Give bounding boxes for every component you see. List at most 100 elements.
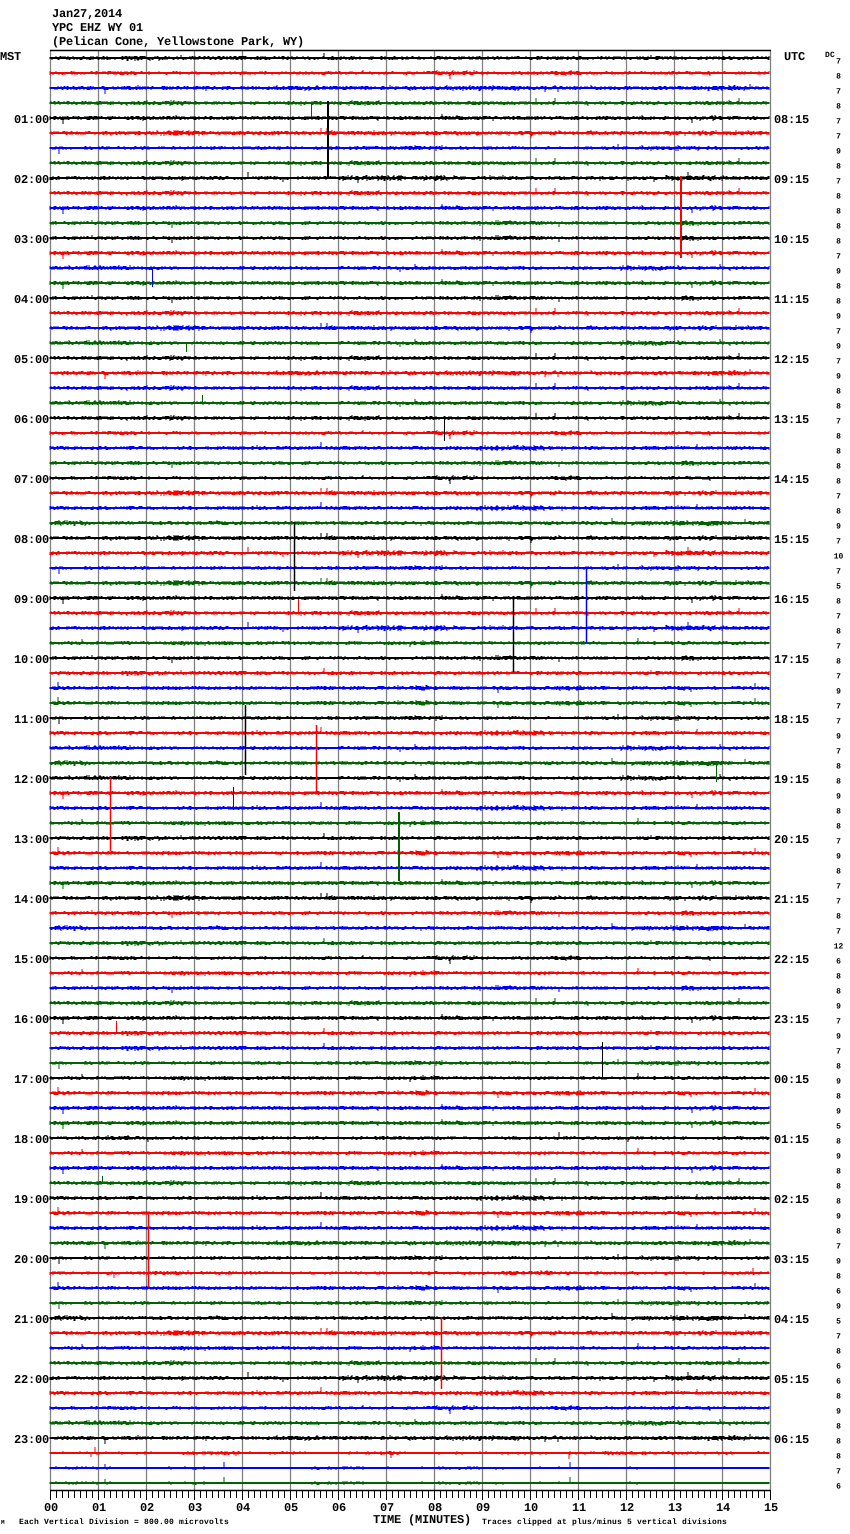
svg-text:12: 12: [834, 943, 844, 952]
svg-text:00: 00: [44, 1501, 58, 1515]
svg-text:6: 6: [836, 1288, 841, 1297]
svg-text:9: 9: [836, 1153, 841, 1162]
svg-text:5: 5: [836, 1318, 841, 1327]
svg-text:7: 7: [836, 673, 841, 682]
svg-text:8: 8: [836, 628, 841, 637]
svg-text:9: 9: [836, 1003, 841, 1012]
svg-text:8: 8: [836, 223, 841, 232]
svg-text:7: 7: [836, 1018, 841, 1027]
svg-text:8: 8: [836, 103, 841, 112]
svg-text:21:00: 21:00: [14, 1313, 49, 1327]
svg-text:8: 8: [836, 403, 841, 412]
svg-text:13: 13: [668, 1501, 682, 1515]
svg-text:8: 8: [836, 913, 841, 922]
svg-text:03: 03: [188, 1501, 202, 1515]
svg-text:15:00: 15:00: [14, 953, 49, 967]
svg-text:TIME (MINUTES): TIME (MINUTES): [373, 1513, 471, 1527]
svg-text:7: 7: [836, 358, 841, 367]
svg-text:06:00: 06:00: [14, 413, 49, 427]
svg-text:8: 8: [836, 1423, 841, 1432]
svg-text:7: 7: [836, 883, 841, 892]
svg-text:8: 8: [836, 163, 841, 172]
svg-text:8: 8: [836, 1183, 841, 1192]
svg-text:Jan27,2014: Jan27,2014: [52, 7, 122, 21]
svg-text:02: 02: [140, 1501, 154, 1515]
svg-text:10:15: 10:15: [774, 233, 809, 247]
svg-text:9: 9: [836, 373, 841, 382]
svg-text:21:15: 21:15: [774, 893, 809, 907]
svg-text:18:15: 18:15: [774, 713, 809, 727]
svg-text:22:00: 22:00: [14, 1373, 49, 1387]
svg-text:7: 7: [836, 1333, 841, 1342]
svg-text:7: 7: [836, 418, 841, 427]
svg-text:8: 8: [836, 598, 841, 607]
svg-text:9: 9: [836, 343, 841, 352]
svg-text:04: 04: [236, 1501, 250, 1515]
svg-text:05: 05: [284, 1501, 298, 1515]
svg-text:9: 9: [836, 1303, 841, 1312]
svg-text:8: 8: [836, 778, 841, 787]
svg-text:20:15: 20:15: [774, 833, 809, 847]
svg-text:7: 7: [836, 253, 841, 262]
svg-text:01:15: 01:15: [774, 1133, 809, 1147]
svg-text:12:00: 12:00: [14, 773, 49, 787]
svg-text:8: 8: [836, 988, 841, 997]
svg-text:17:00: 17:00: [14, 1073, 49, 1087]
svg-text:14: 14: [716, 1501, 730, 1515]
svg-text:10: 10: [834, 553, 844, 562]
svg-text:8: 8: [836, 463, 841, 472]
svg-text:DC: DC: [825, 51, 835, 60]
svg-text:7: 7: [836, 1468, 841, 1477]
svg-text:09:00: 09:00: [14, 593, 49, 607]
svg-text:8: 8: [836, 298, 841, 307]
svg-text:13:00: 13:00: [14, 833, 49, 847]
svg-text:16:00: 16:00: [14, 1013, 49, 1027]
svg-text:01: 01: [92, 1501, 106, 1515]
svg-text:MST: MST: [0, 50, 21, 64]
svg-text:7: 7: [836, 58, 841, 67]
svg-text:8: 8: [836, 73, 841, 82]
svg-text:6: 6: [836, 1483, 841, 1492]
svg-text:8: 8: [836, 433, 841, 442]
svg-text:9: 9: [836, 688, 841, 697]
svg-text:7: 7: [836, 838, 841, 847]
svg-text:7: 7: [836, 703, 841, 712]
svg-text:M: M: [1, 1519, 5, 1526]
svg-text:10:00: 10:00: [14, 653, 49, 667]
svg-text:9: 9: [836, 1108, 841, 1117]
svg-text:02:00: 02:00: [14, 173, 49, 187]
svg-text:9: 9: [836, 313, 841, 322]
svg-text:7: 7: [836, 1243, 841, 1252]
svg-text:04:00: 04:00: [14, 293, 49, 307]
svg-text:15:15: 15:15: [774, 533, 809, 547]
svg-text:7: 7: [836, 538, 841, 547]
svg-text:03:15: 03:15: [774, 1253, 809, 1267]
svg-text:8: 8: [836, 1273, 841, 1282]
svg-text:7: 7: [836, 178, 841, 187]
svg-text:8: 8: [836, 448, 841, 457]
svg-text:11:00: 11:00: [14, 713, 49, 727]
svg-text:7: 7: [836, 718, 841, 727]
svg-text:8: 8: [836, 1063, 841, 1072]
svg-text:6: 6: [836, 1378, 841, 1387]
svg-text:8: 8: [836, 193, 841, 202]
svg-text:8: 8: [836, 1168, 841, 1177]
svg-text:20:00: 20:00: [14, 1253, 49, 1267]
svg-text:9: 9: [836, 1258, 841, 1267]
svg-text:9: 9: [836, 1078, 841, 1087]
svg-text:9: 9: [836, 268, 841, 277]
svg-text:9: 9: [836, 853, 841, 862]
svg-text:04:15: 04:15: [774, 1313, 809, 1327]
svg-text:17:15: 17:15: [774, 653, 809, 667]
svg-text:9: 9: [836, 1213, 841, 1222]
svg-text:8: 8: [836, 208, 841, 217]
svg-text:8: 8: [836, 1138, 841, 1147]
svg-text:16:15: 16:15: [774, 593, 809, 607]
svg-text:5: 5: [836, 583, 841, 592]
svg-text:7: 7: [836, 643, 841, 652]
svg-text:Each Vertical Division = 800.: Each Vertical Division = 800.00 microvol…: [19, 1518, 229, 1527]
svg-text:5: 5: [836, 1123, 841, 1132]
svg-text:7: 7: [836, 493, 841, 502]
svg-text:8: 8: [836, 823, 841, 832]
svg-text:02:15: 02:15: [774, 1193, 809, 1207]
